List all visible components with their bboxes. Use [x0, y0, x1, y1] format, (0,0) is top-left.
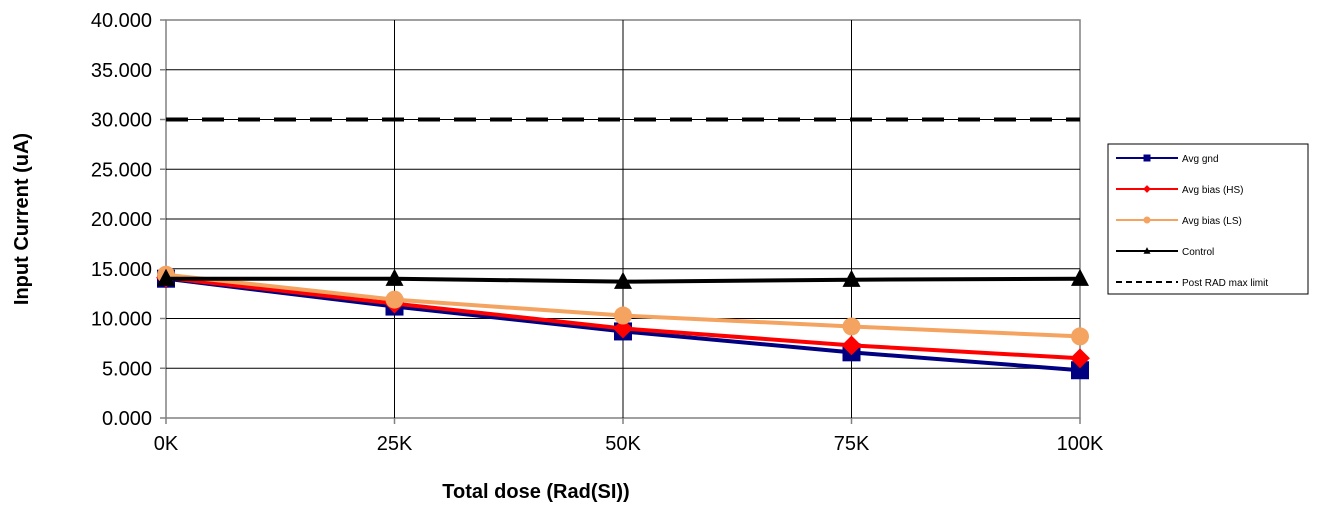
y-axis-title: Input Current (uA) [11, 133, 33, 305]
x-axis-ticks: 0K 25K 50K 75K 100K [154, 418, 1104, 455]
legend-label: Avg bias (LS) [1182, 216, 1242, 227]
legend-marker [1143, 185, 1151, 193]
y-tick-label: 30.000 [91, 110, 152, 132]
x-tick-label: 75K [834, 433, 870, 455]
legend-label: Control [1182, 247, 1214, 258]
legend-label: Avg gnd [1182, 154, 1219, 165]
y-axis-ticks: 0.000 5.000 10.000 15.000 20.000 25.000 30.000… [91, 10, 166, 430]
legend-label: Post RAD max limit [1182, 278, 1268, 289]
data-point-avg-bias-hs [1070, 348, 1090, 369]
legend-marker [1143, 216, 1151, 224]
y-tick-label: 10.000 [91, 309, 152, 331]
legend-entry-control: Control [1116, 247, 1214, 258]
x-tick-label: 50K [605, 433, 641, 455]
legend-entries: Avg gnd Avg bias (HS) Avg bias (LS) Control… [1116, 154, 1268, 289]
data-point-avg-bias-ls [614, 306, 632, 325]
data-point-avg-bias-hs [841, 335, 862, 356]
legend-entry-avg-bias-ls: Avg bias (LS) [1116, 216, 1242, 227]
data-point-control [385, 268, 404, 286]
y-tick-label: 20.000 [91, 209, 152, 231]
x-axis-title: Total dose (Rad(SI)) [442, 481, 629, 503]
legend: Avg gnd Avg bias (HS) Avg bias (LS) Control… [1107, 143, 1309, 295]
y-tick-label: 35.000 [91, 60, 152, 82]
x-tick-label: 25K [377, 433, 413, 455]
legend-marker [1143, 154, 1151, 162]
y-tick-label: 25.000 [91, 159, 152, 181]
series-control [157, 268, 1089, 289]
x-tick-label: 0K [154, 433, 179, 455]
series-group [156, 117, 1090, 380]
legend-marker [1143, 247, 1151, 254]
data-point-avg-gnd [1071, 361, 1089, 380]
y-tick-label: 5.000 [102, 358, 152, 380]
legend-entry-avg-bias-hs: Avg bias (HS) [1116, 185, 1244, 196]
legend-entry-avg-gnd: Avg gnd [1116, 154, 1219, 165]
y-tick-label: 0.000 [102, 408, 152, 430]
data-point-control [157, 268, 175, 286]
data-point-avg-bias-hs [613, 318, 633, 339]
data-point-avg-bias-ls [385, 290, 404, 309]
x-tick-label: 100K [1057, 433, 1104, 455]
data-point-control [842, 269, 861, 287]
data-point-avg-bias-ls [842, 317, 861, 336]
legend-entry-post-rad-max-limit: Post RAD max limit [1116, 278, 1268, 289]
data-point-control [1071, 268, 1089, 286]
data-point-control [614, 271, 632, 289]
y-tick-label: 40.000 [91, 10, 152, 32]
y-tick-label: 15.000 [91, 259, 152, 281]
data-point-avg-bias-ls [1071, 327, 1089, 346]
legend-label: Avg bias (HS) [1182, 185, 1244, 196]
